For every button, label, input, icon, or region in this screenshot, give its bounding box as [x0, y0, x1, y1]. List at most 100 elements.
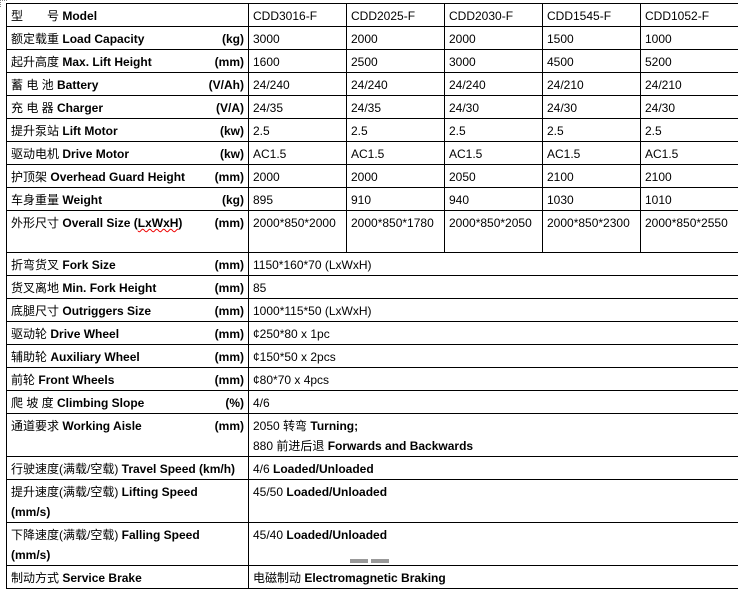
value-line: ¢150*50 x 2pcs	[253, 347, 734, 367]
row-label-cn: 起升高度	[11, 55, 59, 69]
header-en: Model	[62, 9, 97, 23]
value-line: ¢250*80 x 1pc	[253, 324, 734, 344]
row-label-cn: 充 电 器	[11, 101, 54, 115]
row-unit: (mm)	[215, 370, 244, 390]
row-label-en: Front Wheels	[38, 373, 114, 387]
row-unit: (V/Ah)	[209, 75, 244, 95]
value-cell: 24/30	[543, 96, 641, 119]
table-row: 行驶速度(满载/空载) Travel Speed (km/h)4/6 Loade…	[7, 457, 738, 480]
scrollbar-thumb[interactable]	[371, 559, 389, 563]
row-label-cn: 下降速度(满载/空载)	[11, 528, 118, 542]
value-cell: AC1.5	[543, 142, 641, 165]
value-cell: 2000*850*2300	[543, 211, 641, 253]
row-label: (kg)车身重量 Weight	[7, 188, 249, 211]
value-cell: 1500	[543, 27, 641, 50]
value-cell: 1600	[249, 50, 347, 73]
row-label: (V/A)充 电 器 Charger	[7, 96, 249, 119]
value-line: ¢80*70 x 4pcs	[253, 370, 734, 390]
value-cell: 24/30	[445, 96, 543, 119]
row-label-en: Min. Fork Height	[62, 281, 156, 295]
value-cell: 2100	[543, 165, 641, 188]
value-cell: 895	[249, 188, 347, 211]
row-label-cn: 驱动电机	[11, 147, 59, 161]
row-label-cn: 车身重量	[11, 193, 59, 207]
row-label-cn: 行驶速度(满载/空载)	[11, 462, 118, 476]
value-cell: ¢80*70 x 4pcs	[249, 368, 738, 391]
row-label-en: Overhead Guard Height	[50, 170, 185, 184]
row-label-cn: 制动方式	[11, 571, 59, 585]
row-label-cn: 提升速度(满载/空载)	[11, 485, 118, 499]
model-cell: CDD1052-F	[641, 4, 738, 27]
value-line: 880 前进后退 Forwards and Backwards	[253, 436, 734, 456]
row-unit: (mm)	[215, 213, 244, 233]
row-label-en: Service Brake	[62, 571, 141, 585]
row-unit: (mm)	[215, 52, 244, 72]
row-label: (kw)提升泵站 Lift Motor	[7, 119, 249, 142]
row-unit: (kg)	[222, 29, 244, 49]
row-label-cn: 辅助轮	[11, 350, 47, 364]
table-row: (mm)辅助轮 Auxiliary Wheel¢150*50 x 2pcs	[7, 345, 738, 368]
table-row: (mm)前轮 Front Wheels¢80*70 x 4pcs	[7, 368, 738, 391]
row-label-en: Charger	[57, 101, 103, 115]
row-label: (%)爬 坡 度 Climbing Slope	[7, 391, 249, 414]
row-label: 下降速度(满载/空载) Falling Speed (mm/s)	[7, 523, 249, 566]
row-unit: (mm)	[215, 324, 244, 344]
value-cell: 2.5	[445, 119, 543, 142]
row-label-en: Drive Motor	[62, 147, 129, 161]
value-line: 电磁制动 Electromagnetic Braking	[253, 568, 734, 588]
row-label-en: Working Aisle	[62, 419, 141, 433]
value-cell: 2.5	[347, 119, 445, 142]
row-label: (mm)前轮 Front Wheels	[7, 368, 249, 391]
row-label-cn: 额定载重	[11, 32, 59, 46]
row-label-en: Overall Size (LxWxH)	[62, 216, 182, 230]
row-label: (mm) 起升高度 Max. Lift Height	[7, 50, 249, 73]
value-cell: 5200	[641, 50, 738, 73]
row-label-cn: 护顶架	[11, 170, 47, 184]
value-line: 85	[253, 278, 734, 298]
row-unit: (mm/s)	[11, 545, 244, 565]
row-label: 行驶速度(满载/空载) Travel Speed (km/h)	[7, 457, 249, 480]
value-cell: AC1.5	[445, 142, 543, 165]
value-cell: 4500	[543, 50, 641, 73]
value-cell: 2000	[249, 165, 347, 188]
value-cell: 2000*850*1780	[347, 211, 445, 253]
model-cell: CDD1545-F	[543, 4, 641, 27]
row-label-en: Falling Speed	[122, 528, 200, 542]
value-cell: 24/210	[641, 73, 738, 96]
model-cell: CDD3016-F	[249, 4, 347, 27]
value-line: 1000*115*50 (LxWxH)	[253, 301, 734, 321]
row-unit: (kw)	[220, 144, 244, 164]
row-label: (kw) 驱动电机 Drive Motor	[7, 142, 249, 165]
row-label-cn: 爬 坡 度	[11, 396, 54, 410]
scrollbar-thumb[interactable]	[350, 559, 368, 563]
value-cell: AC1.5	[249, 142, 347, 165]
row-label-en: Weight	[62, 193, 102, 207]
value-cell: AC1.5	[347, 142, 445, 165]
row-label: (mm)货叉离地 Min. Fork Height	[7, 276, 249, 299]
value-cell: 4/6	[249, 391, 738, 414]
row-unit: (kw)	[220, 121, 244, 141]
value-cell: 45/40 Loaded/Unloaded	[249, 523, 738, 566]
header-label: 型 号 Model	[7, 4, 249, 27]
value-cell: 2050 转弯 Turning;880 前进后退 Forwards and Ba…	[249, 414, 738, 457]
value-cell: 1000	[641, 27, 738, 50]
row-label-en: Max. Lift Height	[62, 55, 151, 69]
value-cell: 3000	[249, 27, 347, 50]
value-line: 2050 转弯 Turning;	[253, 416, 734, 436]
table-row: 制动方式 Service Brake 电磁制动 Electromagnetic B…	[7, 566, 738, 589]
row-label-cn: 折弯货叉	[11, 258, 59, 272]
row-label-cn: 蓄 电 池	[11, 78, 54, 92]
model-cell: CDD2025-F	[347, 4, 445, 27]
row-unit: (mm)	[215, 255, 244, 275]
row-label: (mm)折弯货叉 Fork Size	[7, 253, 249, 276]
row-label-cn: 驱动轮	[11, 327, 47, 341]
value-cell: ¢250*80 x 1pc	[249, 322, 738, 345]
row-label-en: Lifting Speed	[122, 485, 198, 499]
spec-table: 型 号 Model CDD3016-F CDD2025-F CDD2030-F …	[6, 3, 738, 589]
value-cell: 2.5	[249, 119, 347, 142]
